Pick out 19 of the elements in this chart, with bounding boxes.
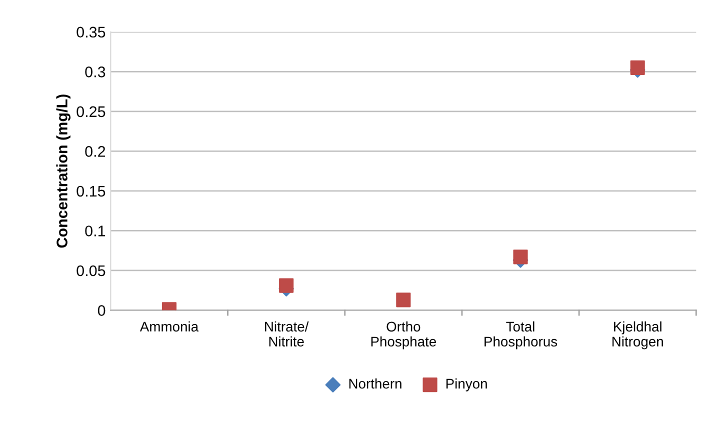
y-axis-title: Concentration (mg/L): [56, 94, 71, 248]
point: [396, 292, 411, 308]
x-tick-label: Kjeldhal Nitrogen: [612, 321, 663, 350]
legend-label: Northern: [349, 378, 402, 389]
point: [630, 60, 645, 75]
x-tick-label: Nitrate/ Nitrite: [265, 321, 309, 347]
y-tick-label: 0.15: [76, 186, 106, 197]
x-tick-label: Ammonia: [140, 321, 199, 332]
y-tick-label: 0.35: [76, 26, 106, 38]
x-tick-label: Total Phosphorus: [484, 321, 558, 350]
y-tick-label: 0.2: [85, 146, 106, 157]
y-tick-label: 0: [98, 305, 106, 316]
y-tick-label: 0.1: [85, 226, 106, 236]
y-tick-label: 0.05: [76, 265, 106, 276]
legend-label: Pinyon: [446, 378, 487, 392]
y-tick-label: 0.3: [85, 66, 106, 78]
point: [279, 278, 294, 293]
y-tick-label: 0.25: [76, 106, 106, 118]
x-tick-label: Ortho Phosphate: [371, 321, 436, 350]
